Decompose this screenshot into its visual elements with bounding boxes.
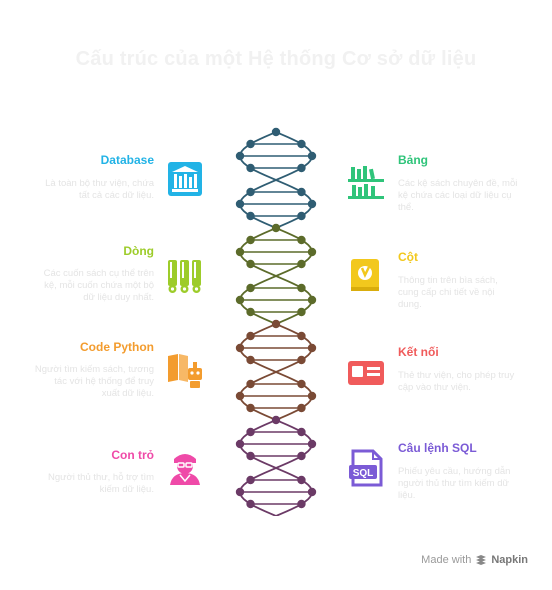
helix-node	[246, 427, 255, 437]
sql-desc: Phiếu yêu cầu, hướng dẫn người thủ thư t…	[398, 466, 511, 501]
library-card-icon	[347, 353, 385, 391]
helix-node	[271, 127, 281, 137]
sql-label: Câu lệnh SQL	[398, 441, 477, 455]
helix-strand	[239, 323, 313, 421]
dna-helix	[235, 127, 317, 516]
reader-robot-icon	[166, 352, 204, 390]
helix-node	[246, 499, 255, 509]
helix-node	[271, 319, 281, 329]
helix-strand	[239, 419, 313, 516]
table-label: Bảng	[398, 153, 428, 167]
helix-node	[246, 139, 255, 149]
helix-node	[307, 439, 317, 449]
cursor-label: Con trỏ	[111, 448, 154, 462]
helix-node	[246, 451, 255, 461]
helix-node	[235, 151, 245, 161]
helix-node	[297, 187, 306, 197]
helix-node	[246, 331, 255, 341]
helix-strand	[239, 131, 313, 229]
helix-node	[307, 247, 317, 257]
librarian-icon	[166, 449, 204, 487]
library-icon	[166, 160, 204, 198]
helix-node	[246, 235, 255, 245]
database-desc: Là toàn bộ thư viện, chứa tất cả các dữ …	[45, 178, 154, 201]
code-python-desc: Người tìm kiếm sách, tương tác với hệ th…	[34, 364, 154, 399]
helix-node	[297, 475, 306, 485]
helix-strand	[239, 227, 313, 325]
helix-node	[246, 379, 255, 389]
helix-node	[246, 163, 255, 173]
helix-node	[297, 283, 306, 293]
helix-node	[246, 259, 255, 269]
helix-node	[235, 295, 245, 305]
helix-node	[235, 199, 245, 209]
row-label: Dòng	[123, 244, 154, 258]
helix-node	[307, 391, 317, 401]
books-icon	[166, 258, 204, 296]
helix-node	[297, 427, 306, 437]
svg-text:SQL: SQL	[353, 468, 374, 479]
connection-label: Kết nối	[398, 345, 439, 359]
cursor-desc: Người thủ thư, hỗ trợ tìm kiếm dữ liệu.	[48, 472, 154, 495]
helix-node	[235, 247, 245, 257]
helix-node	[297, 379, 306, 389]
helix-node	[246, 355, 255, 365]
helix-node	[297, 451, 306, 461]
helix-node	[246, 187, 255, 197]
helix-node	[271, 415, 281, 425]
helix-node	[297, 355, 306, 365]
connection-desc: Thẻ thư viện, cho phép truy cập vào thư …	[398, 370, 515, 393]
helix-node	[297, 403, 306, 413]
column-desc: Thông tin trên bìa sách, cung cấp chi ti…	[398, 275, 498, 310]
table-desc: Các kệ sách chuyên đề, mỗi kệ chứa các l…	[398, 178, 518, 213]
made-with-footer: Made with Napkin	[421, 554, 528, 566]
helix-node	[297, 211, 306, 221]
page-title: Cấu trúc của một Hệ thống Cơ sở dữ liệu	[75, 48, 477, 70]
napkin-brand: Napkin	[491, 554, 528, 566]
helix-node	[246, 403, 255, 413]
helix-node	[307, 487, 317, 497]
helix-node	[246, 283, 255, 293]
helix-node	[235, 487, 245, 497]
helix-node	[297, 139, 306, 149]
row-desc: Các cuốn sách cụ thể trên kệ, mỗi cuốn c…	[43, 268, 154, 303]
helix-node	[307, 295, 317, 305]
helix-node	[246, 475, 255, 485]
helix-node	[297, 307, 306, 317]
helix-node	[297, 235, 306, 245]
helix-node	[271, 223, 281, 233]
sql-file-icon: SQL	[347, 449, 385, 487]
helix-node	[297, 259, 306, 269]
helix-node	[297, 331, 306, 341]
helix-node	[235, 343, 245, 353]
helix-node	[235, 391, 245, 401]
helix-node	[246, 211, 255, 221]
made-with-text: Made with	[421, 554, 472, 566]
bookshelf-icon	[347, 163, 385, 201]
helix-node	[235, 439, 245, 449]
code-python-label: Code Python	[80, 340, 154, 354]
helix-node	[307, 151, 317, 161]
book-cover-icon	[347, 257, 385, 295]
database-label: Database	[100, 153, 154, 167]
helix-node	[297, 499, 306, 509]
column-label: Cột	[398, 250, 418, 264]
helix-node	[297, 163, 306, 173]
napkin-logo-icon	[475, 554, 487, 566]
helix-node	[307, 199, 317, 209]
helix-node	[246, 307, 255, 317]
helix-node	[307, 343, 317, 353]
